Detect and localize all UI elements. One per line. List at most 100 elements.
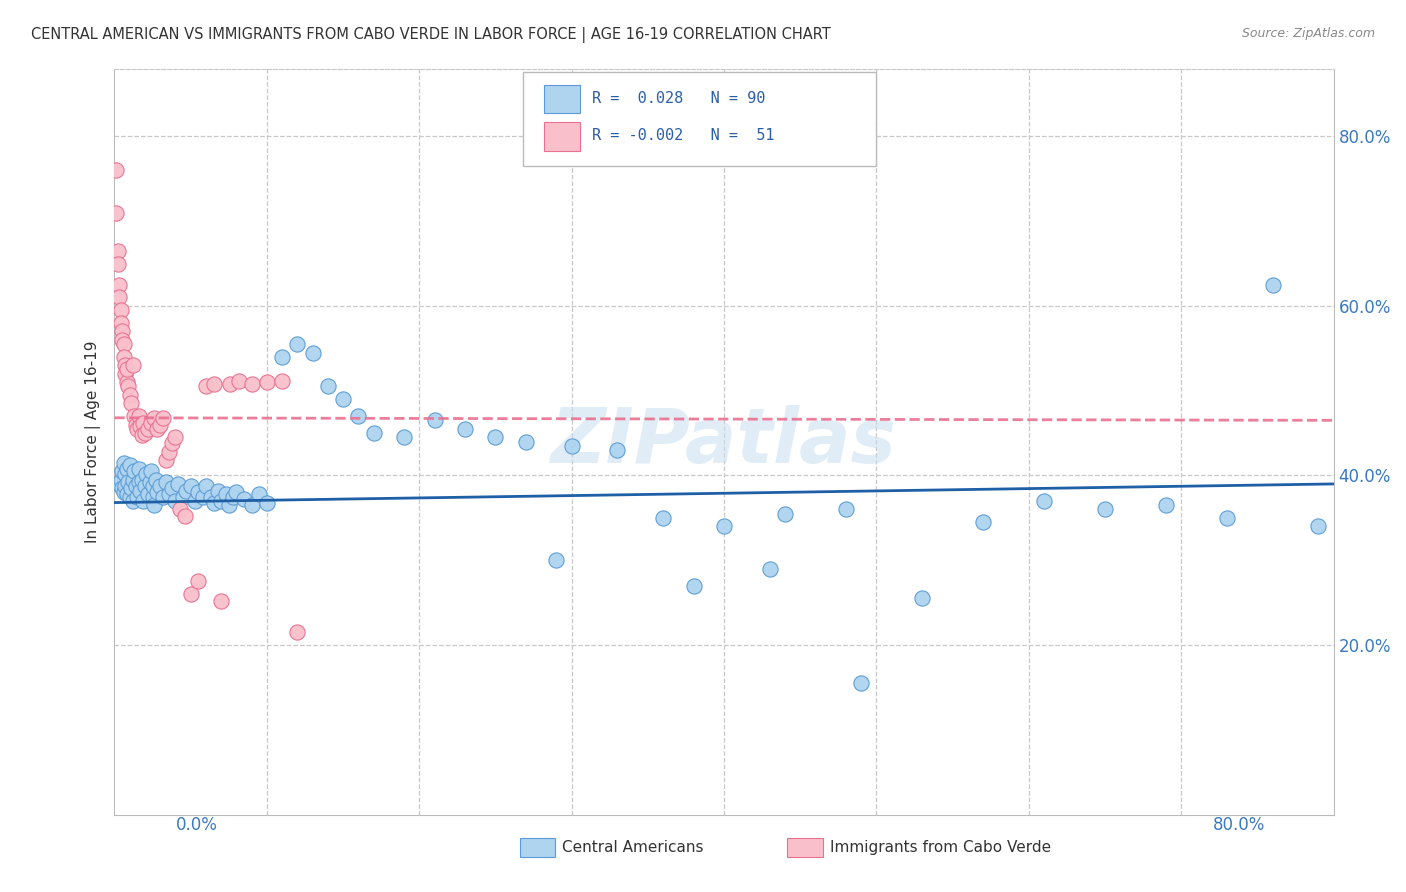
Point — [105, 205, 128, 219]
Point — [240, 498, 263, 512]
Text: 0.0%: 0.0% — [176, 816, 218, 834]
Point — [155, 453, 177, 467]
Point — [138, 475, 160, 490]
Point — [606, 443, 628, 458]
Y-axis label: In Labor Force | Age 16-19: In Labor Force | Age 16-19 — [86, 340, 101, 543]
Text: CENTRAL AMERICAN VS IMMIGRANTS FROM CABO VERDE IN LABOR FORCE | AGE 16-19 CORREL: CENTRAL AMERICAN VS IMMIGRANTS FROM CABO… — [31, 27, 831, 43]
Point — [124, 464, 146, 478]
Text: R = -0.002   N =  51: R = -0.002 N = 51 — [592, 128, 775, 143]
Point — [110, 303, 132, 318]
Point — [120, 481, 142, 495]
Point — [194, 379, 217, 393]
Point — [135, 467, 157, 481]
Point — [136, 487, 159, 501]
Point — [134, 425, 156, 440]
Text: Immigrants from Cabo Verde: Immigrants from Cabo Verde — [830, 840, 1050, 855]
Point — [115, 375, 138, 389]
Point — [110, 316, 132, 330]
Point — [363, 425, 385, 440]
Point — [1033, 494, 1056, 508]
Point — [121, 358, 143, 372]
Point — [758, 562, 780, 576]
Point — [225, 485, 247, 500]
Point — [165, 430, 187, 444]
Point — [125, 417, 148, 432]
Point — [194, 478, 217, 492]
Point — [157, 444, 180, 458]
Point — [1261, 277, 1284, 292]
Point — [256, 375, 278, 389]
Point — [233, 492, 256, 507]
Point — [423, 413, 446, 427]
Text: ZIPatlas: ZIPatlas — [551, 405, 897, 478]
Point — [111, 324, 134, 338]
Point — [132, 416, 155, 430]
Point — [111, 481, 134, 495]
Point — [134, 478, 156, 492]
Point — [911, 591, 934, 606]
Point — [117, 475, 139, 490]
Point — [972, 515, 994, 529]
Point — [285, 625, 308, 640]
Point — [240, 376, 263, 391]
Point — [454, 422, 477, 436]
Point — [152, 490, 174, 504]
Point — [392, 430, 415, 444]
Point — [713, 519, 735, 533]
Point — [285, 337, 308, 351]
Point — [1094, 502, 1116, 516]
Point — [546, 553, 568, 567]
Point — [112, 337, 135, 351]
Bar — [544, 85, 581, 113]
Text: 80.0%: 80.0% — [1213, 816, 1265, 834]
Point — [271, 374, 294, 388]
Point — [112, 485, 135, 500]
Point — [132, 494, 155, 508]
Point — [129, 483, 152, 498]
Point — [152, 410, 174, 425]
Point — [129, 419, 152, 434]
Point — [209, 594, 232, 608]
Point — [128, 409, 150, 423]
Point — [1308, 519, 1330, 533]
Point — [180, 587, 202, 601]
Point — [202, 495, 225, 509]
Point — [146, 485, 169, 500]
Point — [121, 473, 143, 487]
Point — [347, 409, 370, 423]
Point — [187, 485, 209, 500]
Point — [107, 256, 129, 270]
Point — [1154, 498, 1177, 512]
Point — [128, 461, 150, 475]
Point — [139, 464, 162, 478]
Bar — [544, 122, 581, 151]
Point — [1216, 511, 1239, 525]
Point — [682, 579, 704, 593]
Point — [157, 487, 180, 501]
Text: Central Americans: Central Americans — [562, 840, 704, 855]
Point — [112, 350, 135, 364]
Point — [121, 494, 143, 508]
Point — [118, 458, 141, 473]
Point — [332, 392, 354, 406]
Point — [316, 379, 339, 393]
Point — [167, 477, 190, 491]
Point — [107, 244, 129, 258]
Point — [835, 502, 858, 516]
Point — [118, 388, 141, 402]
Point — [149, 478, 172, 492]
FancyBboxPatch shape — [523, 72, 876, 166]
Point — [155, 475, 177, 490]
Point — [117, 379, 139, 393]
Point — [247, 487, 270, 501]
Point — [172, 490, 194, 504]
Point — [108, 290, 131, 304]
Point — [142, 490, 165, 504]
Point — [115, 487, 138, 501]
Point — [127, 490, 149, 504]
Point — [215, 487, 238, 501]
Point — [207, 483, 229, 498]
Point — [169, 502, 191, 516]
Point — [146, 422, 169, 436]
Point — [112, 456, 135, 470]
